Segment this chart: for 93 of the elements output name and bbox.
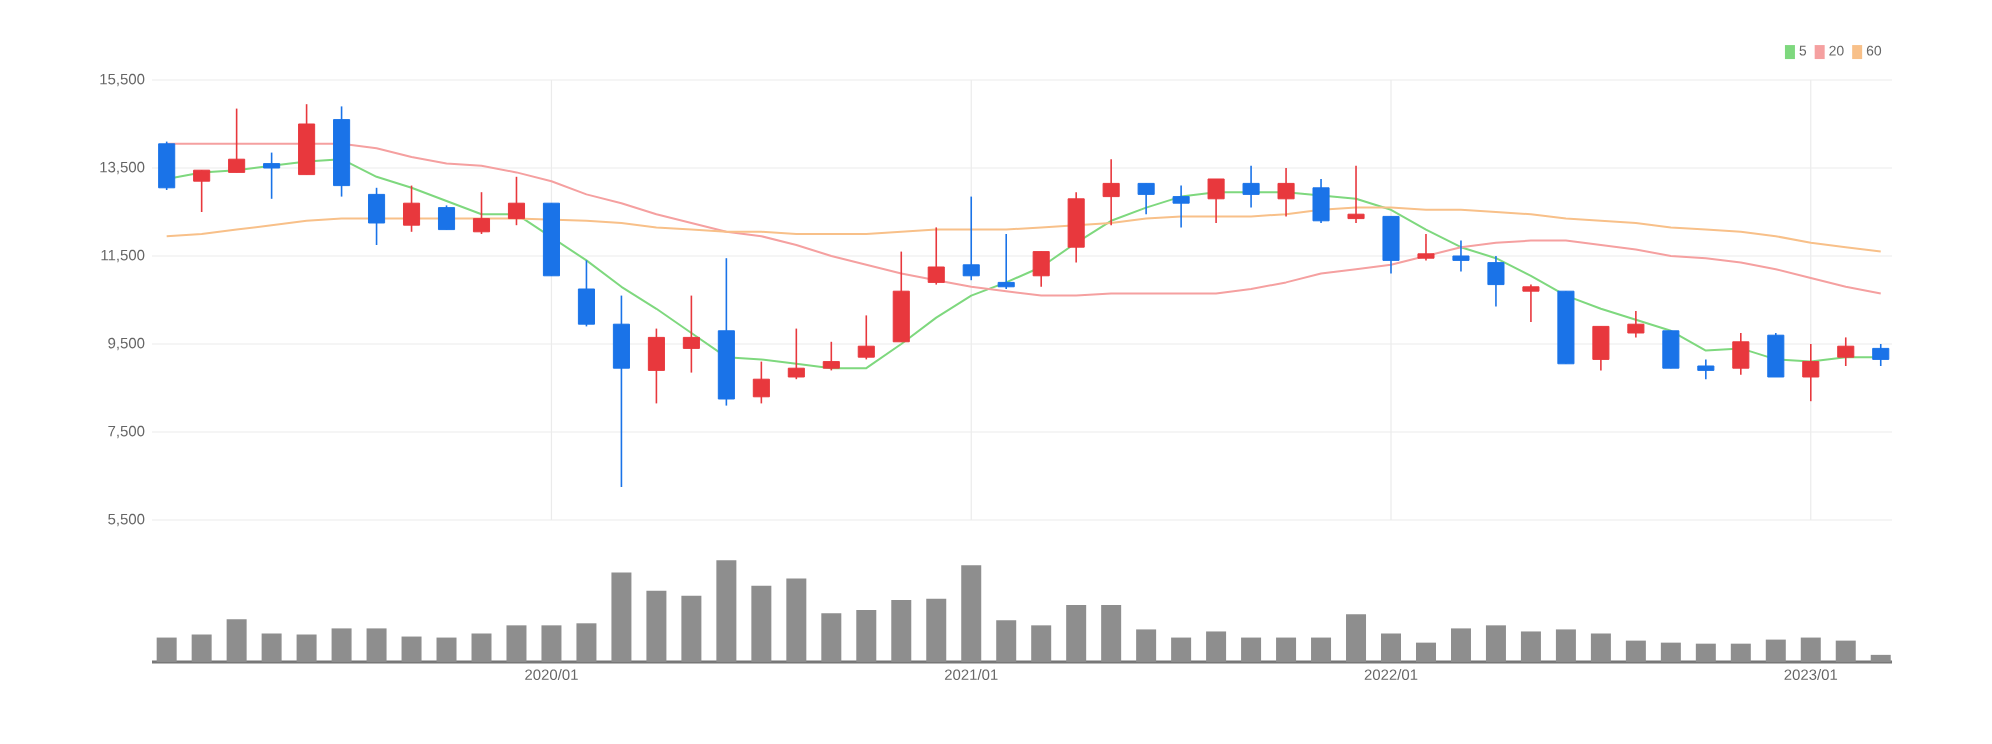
bar [891,599,912,662]
bar [156,637,177,662]
candlestick [1802,343,1820,402]
bar [1835,640,1856,662]
bar [996,620,1017,662]
candlestick [193,169,211,213]
candlestick [263,151,281,200]
candlestick [822,341,840,372]
bar [716,560,737,662]
bar [1450,628,1471,662]
bar [1485,625,1506,662]
bar [926,598,947,662]
candlestick [612,294,630,488]
bar [541,625,562,662]
candlestick [368,187,386,246]
bar [1101,604,1122,662]
bar [576,623,597,662]
candlestick [1487,255,1505,308]
candlestick [507,176,526,226]
candlestick [647,327,665,405]
candlestick [1032,250,1050,288]
candlestick [1452,239,1470,273]
bar [1660,642,1681,662]
candlestick [1242,165,1260,209]
candlestick [402,184,421,233]
bar [401,636,422,662]
candlestick [1382,215,1400,275]
candlestick [1872,343,1890,367]
bar [1206,631,1227,662]
candlestick [997,233,1015,290]
bar [1031,625,1052,662]
bar [856,610,877,662]
candlestick [1592,325,1610,372]
bar [961,565,982,662]
bar [1590,633,1611,662]
candlestick [1312,178,1330,224]
bar [751,585,772,662]
bar [1870,654,1891,662]
bar [331,628,352,662]
candlestick [857,314,875,361]
bar [296,634,317,662]
bar [471,633,492,662]
candlestick [1522,283,1540,323]
bar [681,595,702,662]
candlestick [927,226,945,286]
bar [506,625,527,662]
bar [646,590,667,662]
candlestick [1347,165,1365,224]
bar [1346,614,1367,662]
bar [261,633,282,662]
bar [611,572,632,662]
candlestick [962,195,980,281]
candlestick [1662,330,1680,369]
bar [191,634,212,662]
candlestick [472,191,491,235]
candlestick [228,107,246,174]
candlestick [752,360,770,405]
bar [1695,643,1716,662]
candlestick [1767,332,1785,378]
bar [786,578,807,662]
bar [1520,631,1541,662]
bar [1730,643,1751,662]
bar [1241,637,1262,662]
candlestick [1627,310,1645,339]
candlestick [1837,336,1855,367]
candlestick [1137,182,1155,215]
candlestick [158,140,176,191]
candlestick [1102,158,1120,226]
bar [1136,629,1157,662]
bar [821,613,842,662]
candlestick [1697,358,1715,380]
bar [366,628,387,662]
bar [1311,637,1332,662]
bar [1276,637,1297,662]
bar [1555,629,1576,662]
bar [226,619,247,662]
candlestick [1417,233,1435,262]
candlestick [1732,332,1750,376]
candlestick [787,327,805,380]
candlestick [1207,178,1225,224]
bar [1625,640,1646,662]
bar [1066,604,1087,662]
bar [1171,637,1192,662]
bar [1765,639,1786,662]
bar [1415,642,1436,662]
bar [436,637,457,662]
bar [1800,637,1821,662]
candlestick [577,259,595,328]
candlestick [682,294,700,374]
candlestick [437,204,456,231]
bar [1381,633,1401,662]
candlestick [1172,184,1190,229]
candlestick [1277,167,1295,218]
